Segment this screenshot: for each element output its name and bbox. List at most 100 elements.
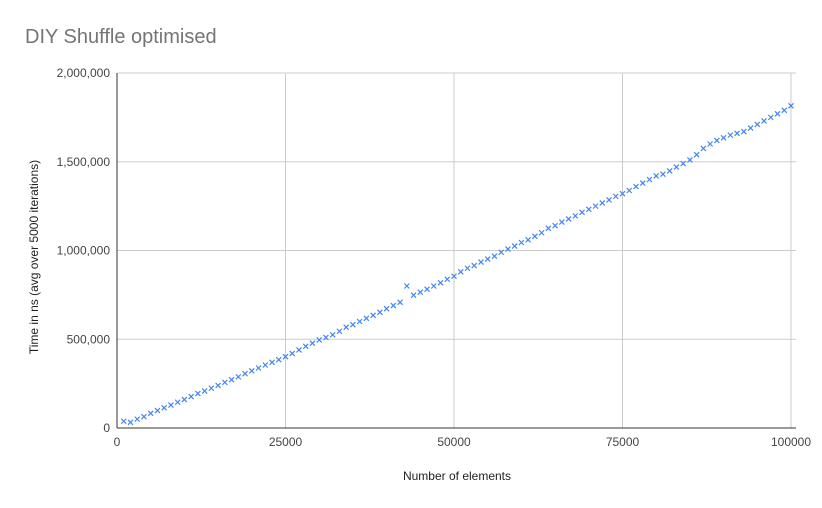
data-point	[484, 256, 491, 262]
data-point	[120, 418, 127, 425]
y-tick-label: 500,000	[67, 332, 111, 346]
data-point	[235, 373, 242, 380]
y-tick-label: 2,000,000	[57, 66, 111, 80]
data-point	[606, 196, 612, 203]
data-point	[538, 229, 545, 236]
data-point	[181, 396, 188, 403]
axes	[116, 73, 796, 429]
data-point	[376, 309, 383, 316]
data-point	[612, 193, 619, 200]
data-point	[296, 346, 302, 353]
data-point	[572, 212, 579, 219]
data-point	[282, 353, 289, 360]
y-tick-label: 0	[103, 421, 110, 435]
data-point	[707, 141, 714, 147]
y-tick-label: 1,500,000	[57, 155, 111, 169]
data-point	[619, 190, 626, 197]
x-tick-label: 25000	[269, 435, 303, 449]
data-point	[323, 334, 329, 341]
data-point	[525, 236, 532, 243]
data-point	[424, 286, 430, 293]
data-point	[639, 180, 646, 186]
data-point	[464, 265, 471, 272]
data-point	[579, 209, 585, 216]
data-point	[545, 225, 552, 232]
y-axis-label: Time in ns (avg over 5000 iterations)	[27, 160, 41, 354]
data-point	[147, 410, 154, 417]
data-point	[518, 239, 525, 246]
data-point	[188, 393, 195, 400]
data-point	[437, 279, 444, 286]
data-point	[451, 273, 457, 280]
data-point	[585, 206, 592, 213]
data-point	[356, 318, 363, 325]
data-point	[194, 390, 201, 397]
data-point	[491, 253, 498, 260]
data-point	[693, 151, 700, 158]
data-point	[666, 168, 673, 174]
data-point	[552, 222, 559, 229]
data-point	[410, 292, 417, 299]
data-point	[558, 219, 565, 226]
data-point	[673, 164, 680, 170]
data-point	[248, 367, 255, 374]
y-tick-labels: 0 500,000 1,000,000 1,500,000 2,000,000	[57, 66, 111, 435]
data-point	[403, 283, 410, 289]
x-axis-label: Number of elements	[403, 469, 511, 483]
data-point	[660, 171, 666, 178]
data-point	[531, 233, 538, 240]
data-point	[727, 132, 734, 139]
data-point	[680, 160, 687, 167]
x-tick-labels: 0 25000 50000 75000 100000	[114, 435, 812, 449]
data-point	[767, 114, 774, 121]
data-point	[370, 312, 377, 319]
data-point	[302, 343, 309, 350]
x-tick-label: 0	[114, 435, 121, 449]
data-point	[599, 200, 606, 206]
data-point	[565, 215, 572, 222]
x-tick-label: 50000	[437, 435, 471, 449]
data-point	[686, 157, 693, 163]
data-point	[761, 118, 767, 124]
data-point	[417, 289, 424, 296]
data-point	[215, 382, 222, 389]
data-point	[383, 305, 390, 312]
data-point	[329, 331, 336, 338]
chart-title: DIY Shuffle optimised	[25, 26, 217, 48]
data-point	[511, 243, 518, 249]
data-point	[720, 134, 727, 141]
data-point	[221, 379, 228, 386]
data-point	[316, 337, 323, 343]
data-point	[740, 128, 747, 135]
data-point	[255, 365, 262, 371]
x-tick-label: 75000	[606, 435, 640, 449]
data-point	[646, 176, 653, 183]
y-tick-label: 1,000,000	[57, 244, 111, 258]
data-point	[363, 315, 370, 322]
data-point	[201, 388, 208, 395]
data-point	[592, 203, 599, 210]
data-point	[754, 121, 761, 128]
data-point	[336, 328, 343, 335]
data-point	[349, 321, 356, 328]
x-tick-label: 100000	[771, 435, 811, 449]
data-point	[626, 187, 633, 194]
data-point	[478, 259, 484, 265]
data-point	[457, 268, 464, 275]
data-points	[120, 102, 794, 426]
data-point	[134, 416, 141, 423]
data-point	[504, 246, 511, 253]
data-point	[734, 130, 741, 137]
data-point	[430, 283, 437, 289]
data-point	[774, 110, 781, 117]
data-point	[471, 262, 478, 269]
gridlines	[117, 72, 796, 428]
data-point	[161, 404, 168, 411]
data-point	[781, 107, 788, 114]
data-point	[289, 350, 296, 357]
data-point	[653, 173, 660, 179]
data-point	[633, 183, 639, 190]
data-point	[343, 324, 350, 331]
data-point	[444, 276, 451, 283]
